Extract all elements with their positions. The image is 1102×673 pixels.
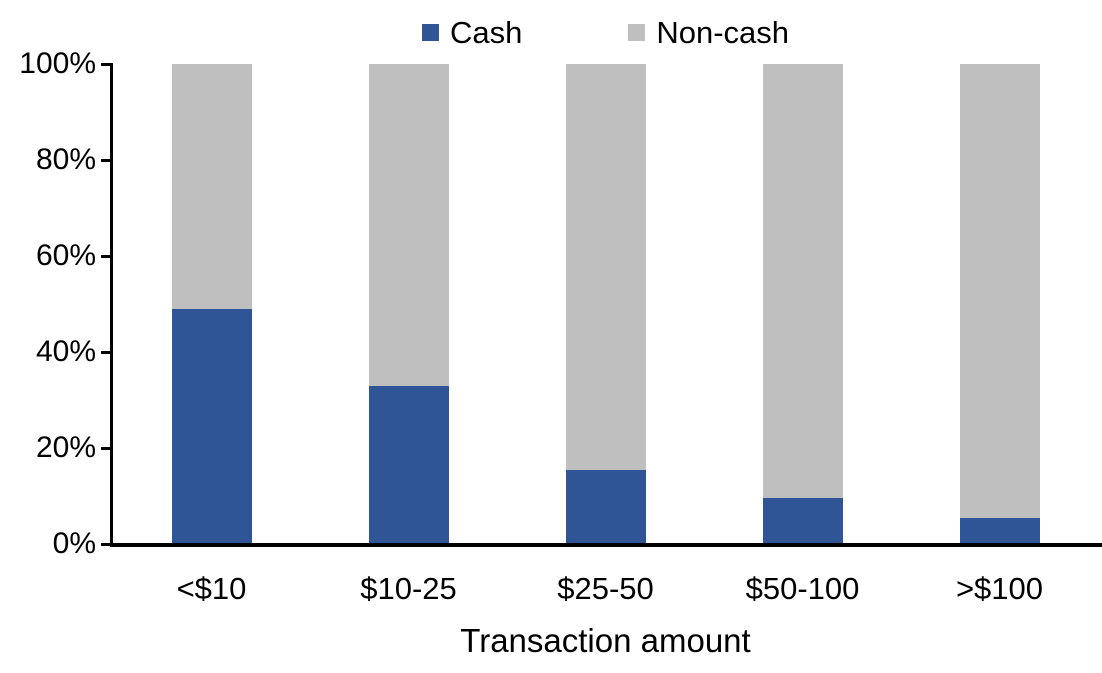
bar-segment-non-cash [565,64,646,470]
y-tick-label: 40% [35,335,96,368]
stacked-bar-10-25 [368,64,449,544]
y-tick-label: 60% [35,239,96,272]
bar-segment-cash [171,308,252,544]
stacked-bar-25-50 [565,64,646,544]
bar-segment-cash [959,517,1040,544]
legend-label: Cash [449,14,523,50]
bar-segment-non-cash [171,64,252,309]
bar-segment-non-cash [959,64,1040,518]
x-tick-label-50-100: $50-100 [745,571,860,606]
y-tick-mark [101,350,110,354]
y-tick-mark [101,62,110,66]
x-tick-label-10: <$10 [176,571,247,606]
y-tick-label: 80% [35,143,96,176]
non-cash-legend-swatch-icon [628,23,646,41]
bar-slot-100 [901,64,1098,544]
legend-item-cash: Cash [421,14,523,50]
y-axis-tick-labels: 0% 20% 40% 60% 80% 100% [0,49,96,559]
y-axis-line [110,63,113,547]
bar-slot-25-50 [507,64,704,544]
y-tick-label: 0% [52,527,96,560]
y-tick-label: 20% [35,431,96,464]
y-tick-mark [101,446,110,450]
x-tick-label-100: >$100 [955,571,1044,606]
bar-segment-cash [762,498,843,544]
legend-item-non-cash: Non-cash [628,17,789,48]
bar-slot-50-100 [704,64,901,544]
y-tick-label: 100% [19,47,96,80]
bar-slot-10 [113,64,310,544]
stacked-bar-10 [171,64,252,544]
bar-slot-10-25 [310,64,507,544]
y-tick-mark [101,254,110,258]
bar-segment-non-cash [762,64,843,499]
bar-segment-cash [368,385,449,544]
stacked-bar-100 [959,64,1040,544]
y-tick-mark [101,542,110,546]
legend: Cash Non-cash [113,12,1098,52]
bar-segment-cash [565,469,646,544]
plot-area [113,64,1098,544]
x-tick-label-25-50: $25-50 [557,571,654,606]
bar-segment-non-cash [368,64,449,386]
cash-legend-swatch-icon [421,23,439,41]
stacked-bar-50-100 [762,64,843,544]
y-tick-mark [101,158,110,162]
legend-label: Non-cash [656,14,790,50]
x-axis-title: Transaction amount [460,622,751,659]
x-axis-line [110,543,1102,547]
x-axis-tick-labels: <$10 $10-25 $25-50 $50-100 >$100 [113,573,1098,604]
x-tick-label-10-25: $10-25 [360,571,457,606]
